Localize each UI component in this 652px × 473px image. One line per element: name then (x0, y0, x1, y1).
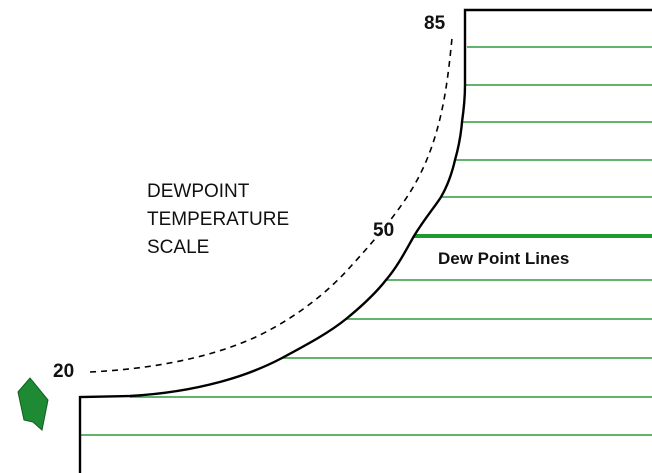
scale-label: 85 (424, 13, 446, 34)
scale-label: 20 (53, 361, 74, 382)
dew-point-lines (80, 46, 652, 436)
scale-title: DEWPOINT (147, 181, 250, 202)
saturation-curve (78, 8, 652, 473)
line-label: Dew Point Lines (438, 249, 569, 268)
scale-label: 50 (373, 220, 394, 241)
scale-title: SCALE (147, 237, 209, 258)
arrow-icon (17, 377, 49, 431)
dewpoint-scale (89, 37, 453, 373)
scale-title: TEMPERATURE (147, 209, 289, 230)
